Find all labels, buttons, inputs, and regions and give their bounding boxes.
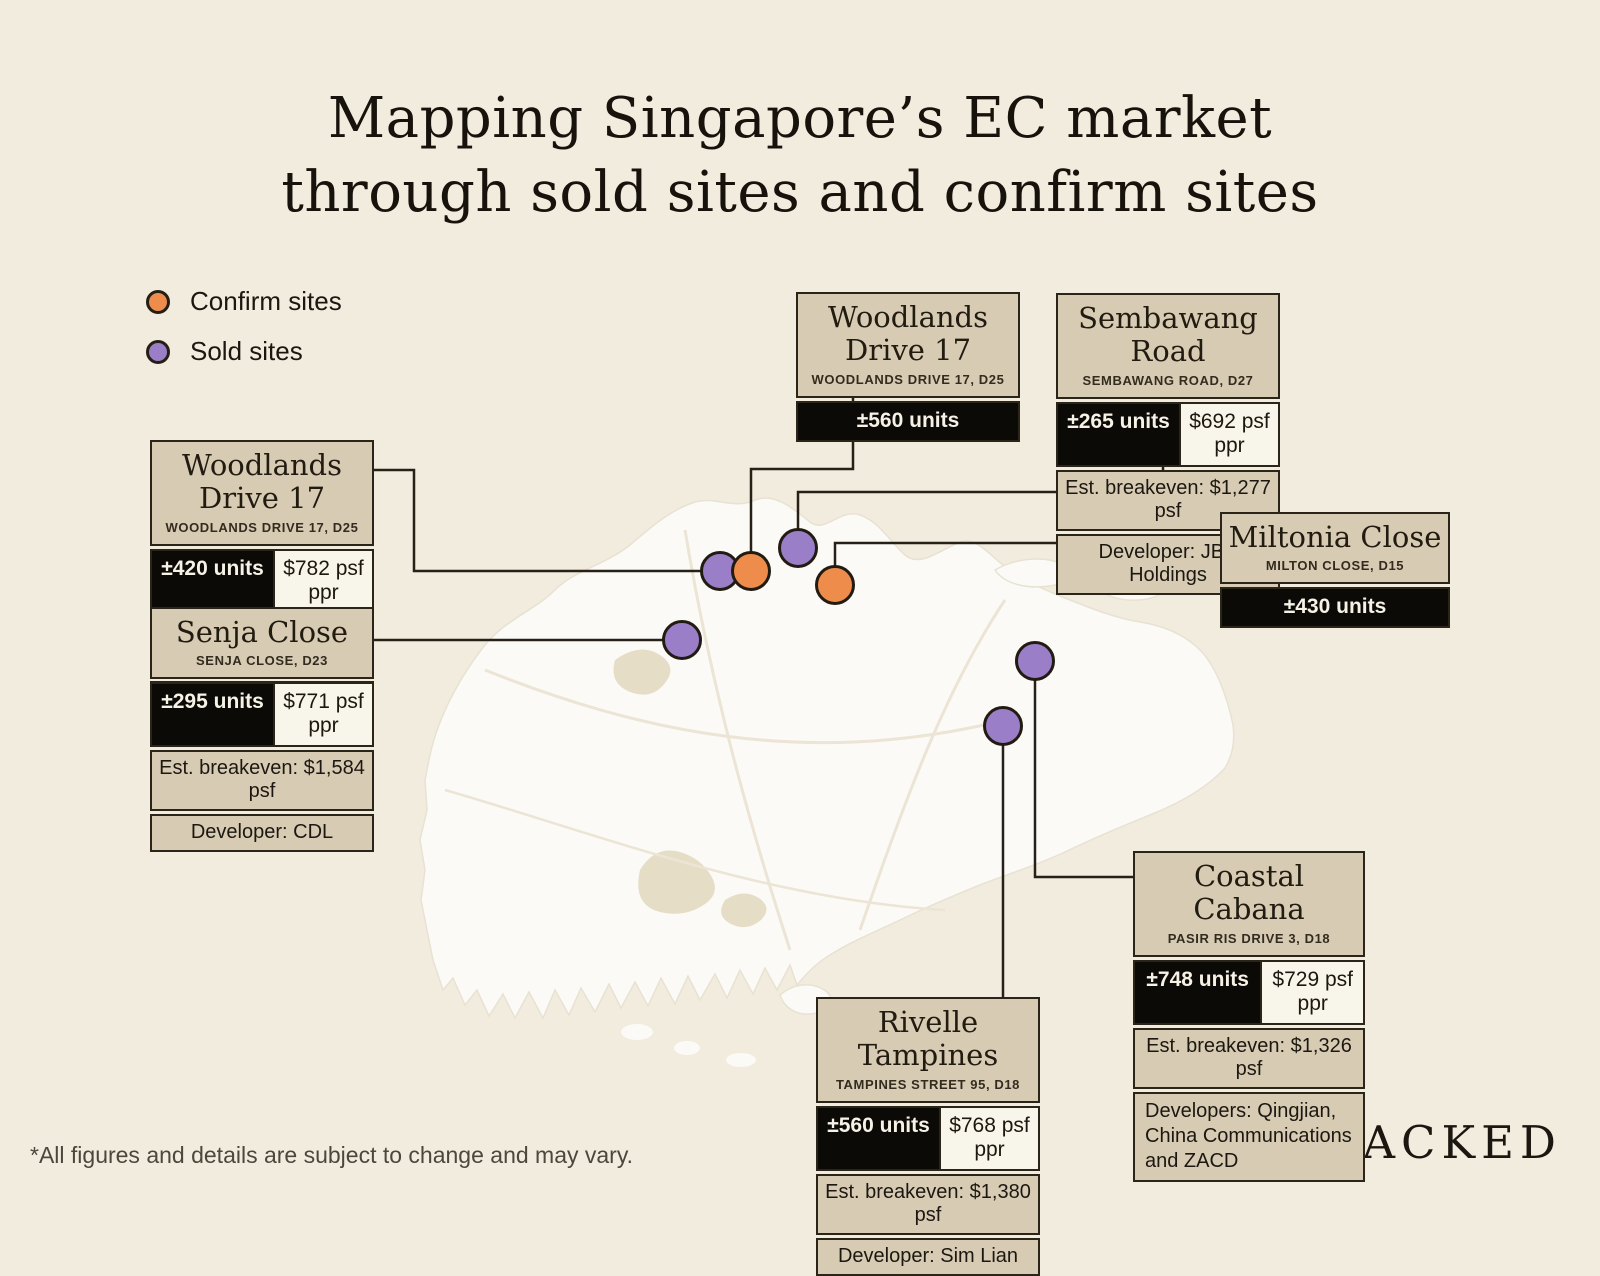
connector-woodlands-west — [374, 468, 720, 573]
site-location: MILTON CLOSE, D15 — [1265, 558, 1405, 574]
site-units-badge: ±430 units — [1220, 587, 1450, 629]
singapore-island-shape — [419, 497, 1235, 1020]
site-name: Sembawang Road — [1078, 301, 1258, 369]
site-name: Coastal Cabana — [1193, 859, 1305, 927]
road-line — [444, 788, 946, 912]
site-location: WOODLANDS DRIVE 17, D25 — [811, 371, 1005, 387]
site-breakeven: Est. breakeven: $1,380 psf — [816, 1173, 1040, 1235]
sold-site-marker-coastal — [1015, 641, 1055, 681]
site-units-row: ±748 units $729 psf ppr — [1133, 959, 1365, 1025]
site-name: Rivelle Tampines — [857, 1005, 999, 1073]
site-units-badge: ±560 units — [818, 1107, 939, 1169]
site-breakeven: Est. breakeven: $1,326 psf — [1133, 1027, 1365, 1089]
site-developer: Developers: Qingjian, China Communicatio… — [1133, 1091, 1365, 1182]
site-price: $782 psf ppr — [273, 550, 372, 612]
callout-coastal-cabana: Coastal Cabana PASIR RIS DRIVE 3, D18 ±7… — [1133, 851, 1365, 1182]
legend-item-confirm-sites: Confirm sites — [146, 286, 342, 317]
singapore-map — [419, 497, 1235, 1067]
site-price: $768 psf ppr — [939, 1107, 1038, 1169]
reservoir-shape — [613, 649, 671, 695]
site-header: Woodlands Drive 17 WOODLANDS DRIVE 17, D… — [796, 292, 1020, 398]
callout-sembawang-road: Sembawang Road SEMBAWANG ROAD, D27 ±265 … — [1056, 293, 1280, 595]
page-title: Mapping Singapore’s EC market through so… — [0, 82, 1600, 230]
site-name: Woodlands Drive 17 — [827, 300, 988, 368]
sold-site-marker-rivelle — [983, 706, 1023, 746]
site-price: $692 psf ppr — [1179, 403, 1278, 465]
connector-coastal — [1033, 661, 1133, 879]
site-developer: Developer: Sim Lian — [816, 1237, 1040, 1276]
page-title-line2: through sold sites and confirm sites — [281, 159, 1319, 225]
road-line — [858, 599, 1007, 931]
site-name: Woodlands Drive 17 — [181, 448, 342, 516]
site-units-badge: ±748 units — [1135, 961, 1261, 1023]
page-title-line1: Mapping Singapore’s EC market — [327, 86, 1273, 151]
sold-sites-dot-icon — [146, 339, 170, 364]
site-units-badge: ±560 units — [796, 400, 1020, 442]
disclaimer-note: *All figures and details are subject to … — [30, 1142, 634, 1168]
site-header: Woodlands Drive 17 WOODLANDS DRIVE 17, D… — [150, 440, 374, 546]
site-location: SENJA CLOSE, D23 — [196, 653, 328, 669]
site-price: $729 psf ppr — [1260, 961, 1363, 1023]
confirm-sites-dot-icon — [146, 289, 170, 314]
site-header: Coastal Cabana PASIR RIS DRIVE 3, D18 — [1133, 851, 1365, 957]
legend: Confirm sites Sold sites — [146, 286, 342, 386]
confirm-site-marker-woodlands-north — [731, 551, 771, 591]
southern-islet — [726, 1053, 756, 1067]
site-units-row: ±560 units $768 psf ppr — [816, 1105, 1040, 1171]
callout-senja-close: Senja Close SENJA CLOSE, D23 ±295 units … — [150, 607, 374, 853]
site-breakeven: Est. breakeven: $1,584 psf — [150, 750, 374, 812]
site-location: WOODLANDS DRIVE 17, D25 — [165, 519, 359, 535]
legend-label-confirm: Confirm sites — [190, 286, 342, 316]
site-units-row: ±420 units $782 psf ppr — [150, 548, 374, 614]
site-name: Senja Close — [175, 615, 349, 649]
callout-rivelle-tampines: Rivelle Tampines TAMPINES STREET 95, D18… — [816, 997, 1040, 1276]
site-units-badge: ±265 units — [1058, 403, 1179, 465]
site-units-row: ±295 units $771 psf ppr — [150, 682, 374, 748]
site-header: Sembawang Road SEMBAWANG ROAD, D27 — [1056, 293, 1280, 399]
site-location: TAMPINES STREET 95, D18 — [835, 1076, 1021, 1092]
legend-item-sold-sites: Sold sites — [146, 336, 342, 367]
legend-label-sold: Sold sites — [190, 336, 303, 366]
site-name: Miltonia Close — [1228, 520, 1442, 554]
site-developer: Developer: CDL — [150, 814, 374, 853]
site-units-row: ±265 units $692 psf ppr — [1056, 401, 1280, 467]
site-units-badge: ±420 units — [152, 550, 273, 612]
site-header: Miltonia Close MILTON CLOSE, D15 — [1220, 512, 1450, 585]
southern-islet — [621, 1024, 653, 1040]
road-line — [484, 668, 1006, 745]
site-header: Rivelle Tampines TAMPINES STREET 95, D18 — [816, 997, 1040, 1103]
southern-islet — [674, 1041, 700, 1055]
site-location: SEMBAWANG ROAD, D27 — [1082, 372, 1254, 388]
site-units-badge: ±295 units — [152, 684, 273, 746]
confirm-site-marker-miltonia — [815, 565, 855, 605]
callout-woodlands-drive-17-north: Woodlands Drive 17 WOODLANDS DRIVE 17, D… — [796, 292, 1020, 442]
site-header: Senja Close SENJA CLOSE, D23 — [150, 607, 374, 680]
site-price: $771 psf ppr — [273, 684, 372, 746]
callout-miltonia-close: Miltonia Close MILTON CLOSE, D15 ±430 un… — [1220, 512, 1450, 629]
site-location: PASIR RIS DRIVE 3, D18 — [1167, 930, 1331, 946]
sold-site-marker-sembawang — [778, 528, 818, 568]
reservoir-shape — [721, 893, 767, 928]
sold-site-marker-senja — [662, 620, 702, 660]
